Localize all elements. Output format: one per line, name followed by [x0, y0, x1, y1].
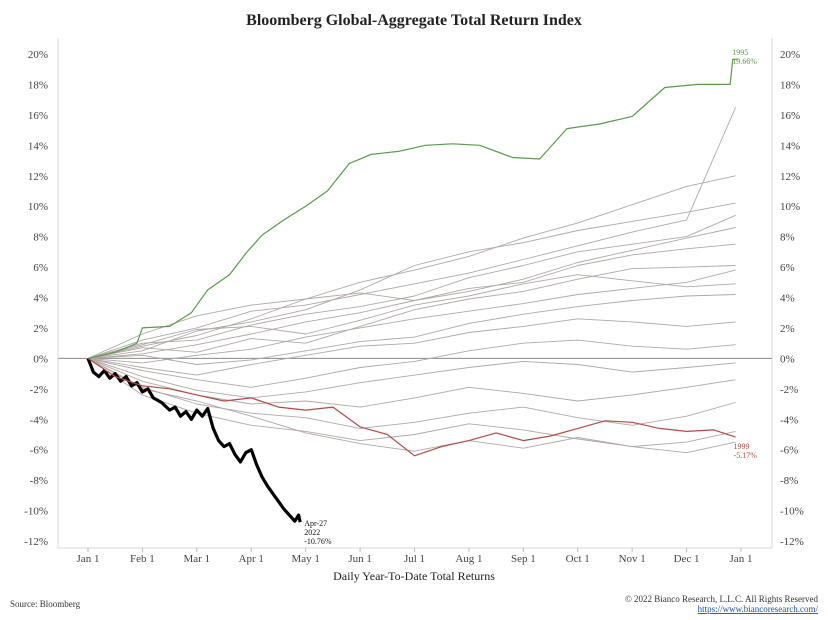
- y-tick-label-right: 14%: [780, 140, 800, 152]
- series-line-history: [87, 269, 736, 364]
- y-tick-label-left: 0%: [33, 353, 48, 365]
- x-tick-label: Feb 1: [130, 553, 155, 565]
- y-tick-label-left: 4%: [33, 293, 48, 305]
- x-tick-label: Sep 1: [511, 553, 536, 565]
- y-tick-label-right: 4%: [780, 293, 795, 305]
- x-tick-label: May 1: [291, 553, 319, 565]
- website-link[interactable]: https://www.biancoresearch.com/: [698, 604, 819, 614]
- series-end-label: Apr-27: [304, 519, 327, 528]
- x-tick-label: Nov 1: [619, 553, 646, 565]
- chart-title: Bloomberg Global-Aggregate Total Return …: [246, 12, 582, 29]
- x-tick-label: Oct 1: [566, 553, 590, 565]
- y-tick-label-right: 0%: [780, 353, 795, 365]
- series-end-label: 1999: [734, 442, 750, 451]
- series-line-history: [87, 243, 736, 359]
- y-tick-label-left: -2%: [30, 384, 48, 396]
- series-line-history: [87, 357, 736, 399]
- x-tick-label: Jan 1: [730, 553, 753, 565]
- x-tick-label: Jan 1: [77, 553, 100, 565]
- y-tick-label-right: -10%: [780, 506, 804, 518]
- series-line-2022: [86, 357, 302, 523]
- series-end-label: -10.76%: [304, 537, 332, 546]
- x-tick-label: Apr 1: [239, 553, 264, 565]
- y-tick-label-right: -4%: [780, 414, 798, 426]
- y-tick-label-left: -10%: [24, 506, 48, 518]
- series-line-history: [87, 339, 736, 388]
- y-tick-label-left: -8%: [30, 475, 48, 487]
- y-tick-label-left: 6%: [33, 262, 48, 274]
- series-line-history: [87, 107, 737, 359]
- series-line-history: [87, 357, 736, 408]
- y-tick-label-left: 20%: [28, 49, 48, 61]
- y-ticks-left: -12% -10% -8% -6% -4% -2% 0% 2% 4% 6% 8% 10% 12% 14% 1…: [24, 49, 48, 548]
- x-tick-label: Mar 1: [184, 553, 211, 565]
- y-tick-label-right: 16%: [780, 110, 800, 122]
- y-tick-label-left: 12%: [28, 171, 48, 183]
- source-note: Source: Bloomberg: [10, 599, 81, 609]
- y-tick-label-right: -12%: [780, 536, 804, 548]
- x-ticks: Jan 1 Feb 1 Mar 1 Apr 1 May 1 Jun 1 Jul 1 Aug 1…: [77, 548, 753, 565]
- y-tick-label-left: 14%: [28, 140, 48, 152]
- series-line-history: [87, 227, 736, 359]
- y-tick-label-left: 2%: [33, 323, 48, 335]
- series-line-history: [87, 214, 736, 359]
- series-end-label: -5.17%: [734, 451, 758, 460]
- series-line-history: [87, 358, 736, 454]
- y-tick-label-right: -8%: [780, 475, 798, 487]
- x-tick-label: Jun 1: [348, 553, 372, 565]
- y-tick-label-right: 2%: [780, 323, 795, 335]
- plot-frame: [57, 38, 773, 549]
- series-line-history: [87, 274, 736, 359]
- y-tick-label-right: 18%: [780, 79, 800, 91]
- y-tick-label-right: 12%: [780, 171, 800, 183]
- series-line-1999: [87, 357, 736, 457]
- series-line-1995: [87, 58, 739, 359]
- y-ticks-right: -12% -10% -8% -6% -4% -2% 0% 2% 4% 6% 8% 10% 12% 14% 1…: [780, 49, 804, 548]
- series-end-label: 1995: [732, 48, 748, 57]
- x-tick-label: Aug 1: [455, 553, 482, 565]
- y-tick-label-left: 18%: [28, 79, 48, 91]
- copyright-note: © 2022 Bianco Research, L.L.C. All Right…: [625, 594, 819, 604]
- series-line-history: [87, 318, 736, 376]
- y-tick-label-left: -6%: [30, 445, 48, 457]
- y-tick-label-left: -4%: [30, 414, 48, 426]
- x-tick-label: Dec 1: [674, 553, 700, 565]
- x-tick-label: Jul 1: [404, 553, 425, 565]
- series-line-history: [87, 265, 736, 359]
- y-tick-label-right: -2%: [780, 384, 798, 396]
- series-line-history: [87, 358, 736, 429]
- series-line-history: [87, 294, 736, 365]
- y-tick-label-right: 20%: [780, 49, 800, 61]
- y-tick-label-right: 6%: [780, 262, 795, 274]
- series-end-label: 19.66%: [732, 57, 757, 66]
- y-tick-label-left: 10%: [28, 201, 48, 213]
- series-end-label: 2022: [304, 528, 320, 537]
- y-tick-label-left: 8%: [33, 232, 48, 244]
- series-line-history: [87, 175, 736, 359]
- y-tick-label-right: 10%: [780, 201, 800, 213]
- series-line-history: [87, 202, 736, 359]
- y-tick-label-left: 16%: [28, 110, 48, 122]
- y-tick-label-right: 8%: [780, 232, 795, 244]
- y-tick-label-left: -12%: [24, 536, 48, 548]
- y-tick-label-right: -6%: [780, 445, 798, 457]
- x-axis-label: Daily Year-To-Date Total Returns: [333, 569, 495, 583]
- series-layer: [86, 58, 739, 523]
